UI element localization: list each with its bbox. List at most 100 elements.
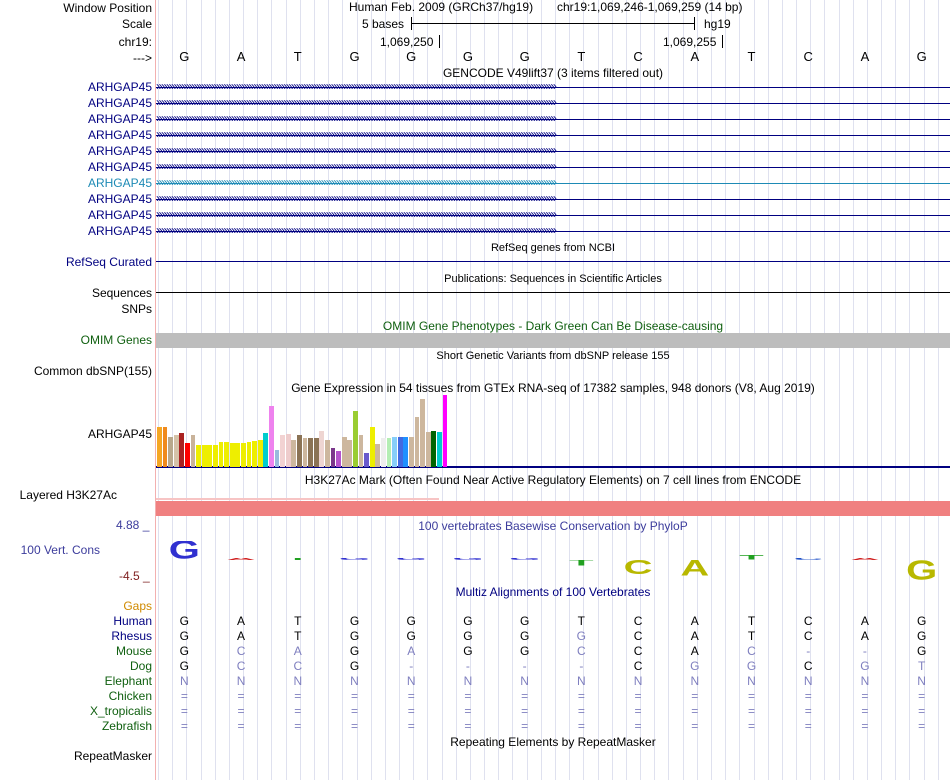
gene-line[interactable]: [156, 119, 950, 120]
gene-line[interactable]: [156, 151, 950, 152]
gtex-bar[interactable]: [201, 445, 207, 467]
multiz-track-title[interactable]: Multiz Alignments of 100 Vertebrates: [455, 585, 651, 599]
gtex-bar[interactable]: [185, 443, 190, 467]
gtex-bar[interactable]: [157, 427, 162, 467]
gene-label[interactable]: ARHGAP45: [87, 224, 152, 238]
gtex-track-label[interactable]: ARHGAP45: [87, 427, 152, 441]
gtex-bar[interactable]: [218, 442, 224, 467]
gtex-bar[interactable]: [420, 399, 425, 467]
phylop-score-letter[interactable]: T: [727, 555, 776, 560]
multiz-species-label[interactable]: Mouse: [115, 644, 152, 658]
gtex-bar[interactable]: [229, 443, 235, 467]
dbsnp-track-title[interactable]: Short Genetic Variants from dbSNP releas…: [436, 350, 670, 362]
gene-label[interactable]: ARHGAP45: [87, 128, 152, 142]
phylop-score-letter[interactable]: T: [557, 560, 606, 566]
gtex-bar[interactable]: [252, 441, 257, 467]
multiz-species-label[interactable]: X_tropicalis: [89, 704, 152, 718]
gtex-bar[interactable]: [162, 427, 168, 467]
multiz-species-label[interactable]: Dog: [129, 659, 152, 673]
phylop-score-letter[interactable]: G: [387, 558, 436, 560]
repeatmasker-track-title[interactable]: Repeating Elements by RepeatMasker: [450, 735, 656, 749]
gtex-bar[interactable]: [330, 448, 336, 467]
gtex-bar[interactable]: [302, 438, 308, 467]
gene-label[interactable]: ARHGAP45: [87, 192, 152, 206]
repeatmasker-track-label[interactable]: RepeatMasker: [73, 749, 152, 763]
gtex-bar[interactable]: [213, 445, 218, 467]
gene-label[interactable]: ARHGAP45: [87, 160, 152, 174]
phylop-score-letter[interactable]: G: [160, 541, 209, 560]
phylop-track-title[interactable]: 100 vertebrates Basewise Conservation by…: [418, 519, 688, 533]
gtex-bar[interactable]: [341, 437, 347, 467]
omim-track-title[interactable]: OMIM Gene Phenotypes - Dark Green Can Be…: [382, 319, 724, 333]
gene-line[interactable]: [156, 167, 950, 168]
publications-track-line[interactable]: [156, 292, 950, 293]
gencode-track-title[interactable]: GENCODE V49lift37 (3 items filtered out): [442, 66, 664, 80]
phylop-score-letter[interactable]: G: [500, 558, 549, 560]
gene-line[interactable]: [156, 135, 950, 136]
gtex-bar[interactable]: [381, 438, 386, 467]
gtex-bar[interactable]: [246, 442, 252, 467]
gtex-bar[interactable]: [235, 443, 241, 467]
gtex-bar[interactable]: [364, 453, 369, 467]
phylop-score-letter[interactable]: A: [670, 560, 719, 577]
gene-line[interactable]: [156, 215, 950, 216]
gene-line[interactable]: [156, 199, 950, 200]
multiz-species-label[interactable]: Elephant: [104, 674, 152, 688]
phylop-score-letter[interactable]: C: [784, 558, 833, 560]
multiz-species-label[interactable]: Human: [113, 614, 152, 628]
gtex-bar[interactable]: [241, 443, 246, 467]
gene-label[interactable]: ARHGAP45: [87, 176, 152, 190]
publications-track-title[interactable]: Publications: Sequences in Scientific Ar…: [444, 273, 662, 285]
gtex-bar[interactable]: [280, 435, 285, 467]
gtex-bar[interactable]: [403, 437, 409, 467]
gtex-bar[interactable]: [386, 438, 392, 467]
gene-line[interactable]: [156, 231, 950, 232]
gtex-bar[interactable]: [358, 435, 364, 467]
gtex-bar[interactable]: [269, 406, 274, 467]
refseq-track-line[interactable]: [156, 261, 950, 262]
phylop-score-letter[interactable]: T: [273, 558, 322, 560]
gtex-bar[interactable]: [319, 431, 325, 467]
gtex-bar[interactable]: [325, 440, 330, 467]
gtex-bar[interactable]: [224, 442, 229, 467]
dbsnp-track-label[interactable]: Common dbSNP(155): [33, 364, 152, 378]
phylop-score-letter[interactable]: G: [330, 558, 379, 560]
multiz-species-label[interactable]: Zebrafish: [101, 719, 152, 733]
gtex-bar[interactable]: [414, 417, 420, 467]
gtex-bar[interactable]: [173, 435, 179, 467]
multiz-species-label[interactable]: Chicken: [108, 689, 152, 703]
gtex-bar[interactable]: [431, 431, 437, 467]
phylop-score-letter[interactable]: G: [444, 558, 493, 560]
gtex-bar[interactable]: [263, 433, 269, 467]
refseq-track-label[interactable]: RefSeq Curated: [65, 255, 152, 269]
gtex-track-title[interactable]: Gene Expression in 54 tissues from GTEx …: [291, 381, 815, 395]
gtex-bar[interactable]: [375, 444, 381, 467]
multiz-gaps-label[interactable]: Gaps: [123, 599, 152, 613]
gene-label[interactable]: ARHGAP45: [87, 144, 152, 158]
gtex-bar[interactable]: [425, 432, 431, 467]
phylop-track-label[interactable]: 100 Vert. Cons: [20, 543, 100, 557]
refseq-track-title[interactable]: RefSeq genes from NCBI: [490, 242, 616, 254]
h3k27ac-signal-bar[interactable]: [156, 501, 950, 516]
phylop-score-letter[interactable]: G: [897, 560, 946, 581]
gtex-bar[interactable]: [308, 438, 313, 467]
gtex-bar[interactable]: [397, 437, 403, 467]
publications-sequences-label[interactable]: Sequences: [91, 286, 152, 300]
phylop-score-letter[interactable]: A: [841, 558, 890, 560]
gtex-bar[interactable]: [353, 411, 358, 467]
h3k27ac-track-label[interactable]: Layered H3K27Ac: [19, 488, 117, 502]
multiz-species-label[interactable]: Rhesus: [111, 629, 152, 643]
gtex-bar[interactable]: [313, 438, 319, 467]
gtex-bar[interactable]: [196, 445, 201, 467]
gtex-bar[interactable]: [207, 445, 213, 467]
gene-label[interactable]: ARHGAP45: [87, 80, 152, 94]
gtex-bar[interactable]: [257, 440, 263, 467]
gtex-bar[interactable]: [179, 433, 185, 467]
gtex-bar[interactable]: [190, 435, 196, 467]
phylop-score-letter[interactable]: C: [614, 560, 663, 575]
gtex-bar[interactable]: [437, 432, 442, 467]
phylop-score-letter[interactable]: A: [217, 558, 266, 560]
gene-line[interactable]: [156, 87, 950, 88]
gtex-bar[interactable]: [347, 440, 353, 467]
gtex-bar[interactable]: [168, 437, 173, 467]
